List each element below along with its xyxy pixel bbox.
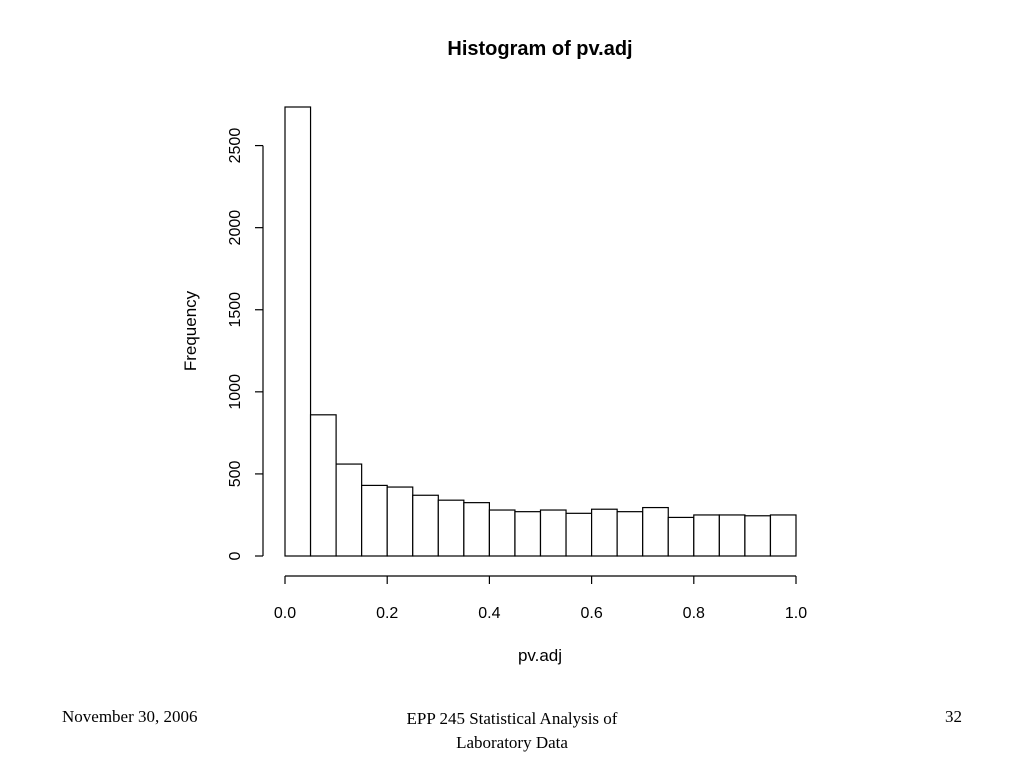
- x-tick-label: 0.8: [683, 605, 705, 622]
- y-tick-label: 2000: [227, 210, 244, 246]
- histogram-bar: [539, 509, 567, 557]
- histogram-bar: [361, 484, 388, 557]
- histogram-bar: [590, 508, 618, 557]
- histogram-bar: [616, 511, 644, 557]
- y-tick-label: 1000: [227, 374, 244, 410]
- histogram-bar: [335, 463, 363, 557]
- y-tick-label: 1500: [227, 292, 244, 328]
- histogram-bar: [386, 486, 414, 557]
- histogram-bar: [309, 414, 337, 557]
- footer-page-number: 32: [945, 707, 962, 726]
- histogram-chart: Histogram of pv.adj 0 500 1000 1500 2000 2500…: [181, 38, 807, 665]
- x-tick-label: 1.0: [785, 605, 807, 622]
- histogram-bar: [565, 512, 593, 557]
- histogram-bar: [488, 509, 516, 557]
- bars-group: [284, 106, 797, 557]
- y-axis: 0 500 1000 1500 2000 2500: [227, 128, 264, 560]
- x-tick-label: 0.0: [274, 605, 296, 622]
- y-axis-label: Frequency: [181, 290, 200, 371]
- histogram-bar: [642, 506, 669, 557]
- histogram-bar: [463, 502, 491, 557]
- histogram-bar: [693, 514, 720, 557]
- x-axis: 0.0 0.2 0.4 0.6 0.8 1.0: [274, 575, 807, 622]
- histogram-bar: [744, 515, 772, 557]
- y-tick-label: 0: [227, 551, 244, 560]
- y-tick-label: 2500: [227, 128, 244, 164]
- y-tick-label: 500: [227, 460, 244, 487]
- footer-date: November 30, 2006: [62, 707, 198, 726]
- histogram-bar: [514, 511, 542, 557]
- histogram-bar: [412, 494, 439, 557]
- x-tick-label: 0.2: [376, 605, 398, 622]
- footer-course-title: EPP 245 Statistical Analysis of Laborato…: [0, 707, 1024, 755]
- x-tick-label: 0.4: [478, 605, 500, 622]
- histogram-bar: [284, 106, 312, 557]
- histogram-bar: [437, 499, 465, 557]
- histogram-bar: [769, 514, 797, 557]
- footer-course-line-1: EPP 245 Statistical Analysis of: [406, 709, 618, 728]
- footer-course-line-2: Laboratory Data: [456, 733, 568, 752]
- x-tick-label: 0.6: [580, 605, 602, 622]
- chart-title: Histogram of pv.adj: [447, 38, 632, 60]
- histogram-bar: [718, 514, 746, 557]
- x-axis-label: pv.adj: [518, 646, 562, 665]
- histogram-bar: [667, 516, 695, 557]
